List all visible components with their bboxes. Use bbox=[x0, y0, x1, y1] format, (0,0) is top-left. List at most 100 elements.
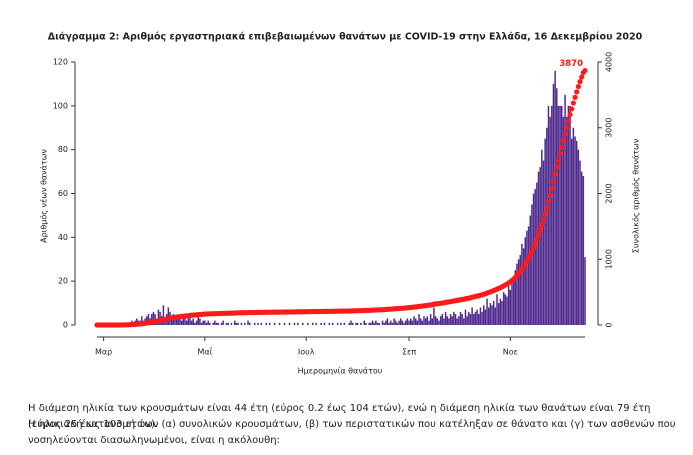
bar bbox=[519, 254, 522, 325]
bar bbox=[529, 215, 531, 325]
bar bbox=[504, 294, 507, 325]
bar bbox=[376, 322, 379, 325]
bar bbox=[562, 116, 565, 326]
paragraph: Η διάμεση ηλικία των κρουσμάτων είναι 44… bbox=[28, 403, 651, 430]
cumulative-point bbox=[562, 131, 568, 137]
cumulative-point bbox=[534, 236, 540, 242]
bar bbox=[253, 322, 256, 325]
bar bbox=[567, 105, 570, 325]
bar bbox=[157, 309, 160, 325]
bar bbox=[386, 318, 389, 325]
bar bbox=[551, 105, 553, 325]
bar bbox=[368, 322, 370, 325]
bar bbox=[141, 316, 143, 325]
bar bbox=[293, 322, 296, 325]
bar bbox=[580, 171, 583, 325]
bar bbox=[194, 322, 196, 325]
bar bbox=[459, 311, 462, 325]
bar bbox=[400, 318, 402, 325]
bar bbox=[312, 322, 314, 325]
bar bbox=[388, 322, 390, 325]
cumulative-point bbox=[530, 244, 537, 251]
bar bbox=[569, 105, 571, 325]
bar bbox=[331, 322, 334, 325]
cumulative-point bbox=[550, 178, 557, 185]
bar bbox=[491, 305, 493, 325]
cumulative-point bbox=[564, 125, 570, 131]
cumulative-point bbox=[574, 89, 580, 95]
bar bbox=[497, 303, 500, 325]
bar bbox=[370, 322, 372, 325]
y-tick-label: 100 bbox=[53, 101, 68, 110]
chart-title: Διάγραμμα 2: Αριθμός εργαστηριακά επιβεβ… bbox=[48, 32, 643, 43]
cumulative-point bbox=[532, 240, 538, 247]
bar bbox=[469, 314, 472, 325]
cumulative-point bbox=[569, 106, 575, 112]
bar bbox=[205, 322, 208, 325]
cumulative-point bbox=[559, 144, 565, 150]
cumulative-point bbox=[540, 217, 547, 223]
cumulative-point bbox=[555, 157, 562, 163]
cumulative-point bbox=[529, 248, 535, 255]
bar bbox=[408, 320, 410, 325]
bar bbox=[549, 116, 551, 326]
bar bbox=[413, 316, 415, 325]
bar bbox=[248, 322, 251, 325]
bar bbox=[235, 322, 238, 325]
x-axis-label: Ημερομηνία θανάτου bbox=[298, 367, 383, 376]
bar bbox=[428, 320, 430, 325]
bar bbox=[323, 322, 326, 325]
cumulative-point bbox=[570, 100, 576, 106]
bar bbox=[539, 167, 541, 325]
bar bbox=[564, 94, 566, 325]
bar bbox=[375, 320, 377, 325]
bar bbox=[542, 160, 545, 325]
cumulative-point bbox=[537, 227, 543, 233]
bar bbox=[433, 307, 435, 325]
bar bbox=[225, 322, 228, 325]
bar bbox=[429, 314, 432, 325]
cumulative-point bbox=[535, 231, 542, 238]
bar bbox=[151, 314, 153, 325]
bar bbox=[343, 322, 346, 325]
bar bbox=[257, 322, 259, 325]
bar bbox=[483, 305, 485, 325]
cumulative-point bbox=[544, 205, 550, 211]
x-tick-label: Σεπ bbox=[402, 348, 416, 357]
bar bbox=[404, 320, 407, 325]
bar bbox=[487, 307, 490, 325]
bar bbox=[489, 303, 492, 325]
bar bbox=[554, 70, 556, 326]
bar bbox=[348, 322, 351, 325]
y2-tick-label: 4000 bbox=[605, 52, 614, 72]
bar bbox=[197, 316, 199, 325]
bar bbox=[577, 149, 580, 325]
bar bbox=[575, 140, 578, 325]
bar bbox=[217, 322, 219, 325]
y2-tick-label: 0 bbox=[605, 322, 614, 327]
bar bbox=[204, 320, 206, 325]
y-tick-label: 60 bbox=[58, 189, 68, 198]
bar bbox=[381, 320, 384, 325]
bar bbox=[466, 316, 468, 325]
cumulative-point bbox=[549, 186, 555, 192]
paragraph: Η ηλικιακή κατανομή των (α) συνολικών κρ… bbox=[28, 419, 676, 446]
bar bbox=[532, 193, 535, 325]
bar bbox=[582, 175, 585, 325]
bar bbox=[222, 320, 224, 325]
bar bbox=[431, 318, 434, 325]
bar bbox=[179, 318, 181, 325]
bar bbox=[268, 322, 271, 325]
bar bbox=[471, 307, 473, 325]
bar bbox=[195, 320, 198, 325]
bar bbox=[302, 322, 304, 325]
bar bbox=[406, 318, 409, 325]
bar bbox=[288, 322, 291, 325]
cumulative-point bbox=[542, 211, 548, 217]
bar bbox=[164, 320, 166, 325]
bar bbox=[409, 318, 412, 325]
cumulative-point bbox=[560, 138, 567, 144]
bar bbox=[177, 316, 180, 325]
bar bbox=[502, 292, 505, 325]
